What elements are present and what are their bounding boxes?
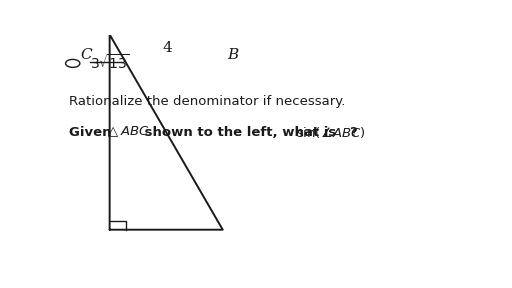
Text: C: C [80,48,92,62]
Text: Rationalize the denominator if necessary.: Rationalize the denominator if necessary… [69,94,345,108]
Text: shown to the left, what is: shown to the left, what is [140,126,341,139]
Text: ?: ? [349,126,357,139]
Text: Given: Given [69,126,116,139]
Text: $\triangle ABC$: $\triangle ABC$ [105,125,150,139]
Text: $3\sqrt{13}$: $3\sqrt{13}$ [90,53,130,72]
Text: $\mathrm{sin}(\angle ABC)$: $\mathrm{sin}(\angle ABC)$ [295,125,365,140]
Text: 4: 4 [162,41,172,55]
Text: B: B [227,48,238,62]
